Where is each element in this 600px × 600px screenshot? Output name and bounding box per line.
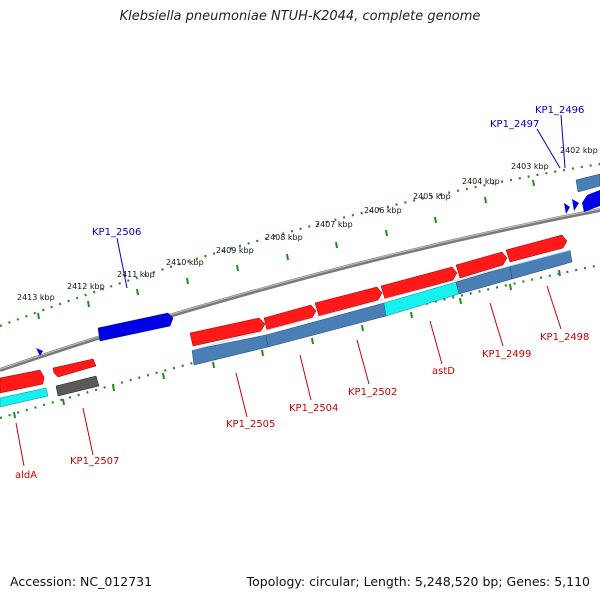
leader-kp1-2506 [116, 237, 128, 289]
gene-label-aldA[interactable]: aldA [15, 470, 37, 481]
cds-forward-kp1-2502 [314, 286, 383, 317]
cds-forward-kp1-2498 [505, 234, 568, 263]
cds-reverse-small-2 [564, 203, 570, 214]
cds-forward-kp1-2505 [189, 317, 266, 347]
cds-forward-kp1-2504 [263, 304, 317, 331]
gene-label-kp1-2502[interactable]: KP1_2502 [348, 387, 397, 398]
leader-kp1-2497 [536, 128, 561, 169]
gene-bar-right-edge [575, 173, 600, 193]
outer-tick-ring [0, 162, 600, 328]
kbp-label: 2409 kbp [216, 246, 254, 255]
leader-kp1-2498 [546, 285, 562, 330]
leader-kp1-2499 [489, 302, 504, 347]
gene-label-kp1-2504[interactable]: KP1_2504 [289, 403, 338, 414]
gene-bar-dark-kp1-2507 [55, 375, 100, 397]
kbp-label: 2412 kbp [67, 282, 105, 291]
gene-label-kp1-2507[interactable]: KP1_2507 [70, 456, 119, 467]
kbp-label: 2413 kbp [17, 293, 55, 302]
cds-forward-aldA [0, 369, 45, 394]
kbp-label: 2402 kbp [560, 146, 598, 155]
label-leaders [15, 114, 566, 467]
kbp-label: 2405 kbp [413, 192, 451, 201]
gene-label-astD[interactable]: astD [432, 366, 455, 377]
kbp-label: 2407 kbp [315, 220, 353, 229]
genome-backbone-highlight [0, 208, 600, 370]
cds-reverse-kp1-2506 [97, 312, 174, 342]
cds-reverse-small-1 [36, 348, 43, 356]
cds-reverse-small-3 [572, 199, 579, 211]
gene-labels: KP1_2506 KP1_2497 KP1_2496 aldA KP1_2507… [15, 105, 589, 481]
cds-forward-kp1-2507 [52, 358, 97, 378]
gene-bar-highlight [191, 249, 571, 351]
gene-label-kp1-2497[interactable]: KP1_2497 [490, 119, 539, 130]
map-title: Klebsiella pneumoniae NTUH-K2044, comple… [119, 9, 481, 24]
cds-forward-astD [380, 266, 458, 300]
kbp-label: 2408 kbp [265, 233, 303, 242]
accession-text: Accession: NC_012731 [10, 574, 153, 589]
kbp-label: 2406 kbp [364, 206, 402, 215]
outer-major-ticks [37, 179, 535, 320]
gene-bar-track [0, 173, 600, 408]
gene-label-kp1-2505[interactable]: KP1_2505 [226, 419, 275, 430]
leader-kp1-2496 [560, 114, 566, 169]
genome-backbone [0, 208, 600, 372]
inner-major-ticks [13, 269, 561, 419]
cds-forward-kp1-2499 [455, 251, 508, 279]
leader-kp1-2502 [356, 339, 370, 385]
gene-label-kp1-2499[interactable]: KP1_2499 [482, 349, 531, 360]
leader-kp1-2507 [82, 407, 94, 456]
leader-kp1-2504 [299, 354, 312, 401]
kbp-label: 2403 kbp [511, 162, 549, 171]
kbp-label: 2411 kbp [117, 270, 155, 279]
forward-cds-track [0, 234, 568, 394]
gene-bar-cyan-aldA [0, 387, 49, 408]
kbp-label: 2404 kbp [462, 177, 500, 186]
leader-aldA [15, 422, 25, 467]
leader-astD [429, 320, 443, 365]
gene-label-kp1-2506[interactable]: KP1_2506 [92, 227, 141, 238]
kbp-label: 2410 kbp [166, 258, 204, 267]
ruler-labels: 2413 kbp 2412 kbp 2411 kbp 2410 kbp 2409… [17, 146, 598, 302]
topology-text: Topology: circular; Length: 5,248,520 bp… [246, 574, 590, 589]
gene-label-kp1-2496[interactable]: KP1_2496 [535, 105, 584, 116]
leader-kp1-2505 [235, 372, 248, 418]
cds-reverse-kp1-2496 [582, 190, 600, 212]
gene-label-kp1-2498[interactable]: KP1_2498 [540, 332, 589, 343]
